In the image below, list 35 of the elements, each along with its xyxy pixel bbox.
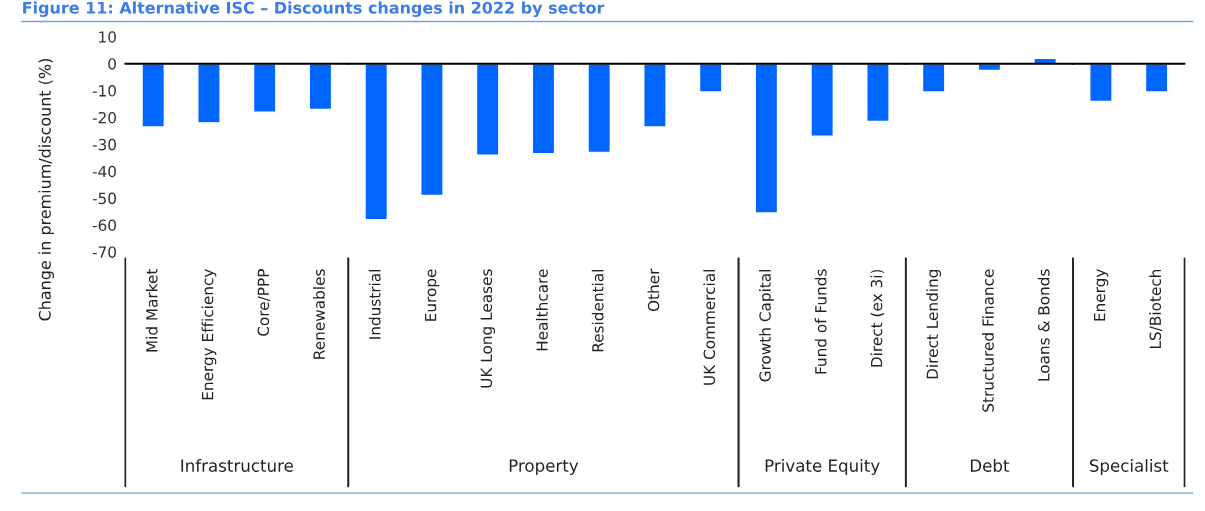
x-tick-label: Core/PPP — [257, 269, 271, 336]
x-tick-label: UK Commercial — [703, 270, 716, 385]
x-tick-label: Europe — [425, 269, 440, 321]
y-tick-label: -40 — [92, 165, 116, 178]
x-tick-label: Direct (ex 3i) — [870, 269, 885, 367]
chart-title: Figure 11: Alternative ISC – Discounts changes in 2022 by sector — [23, 1, 605, 17]
y-tick-label: 10 — [99, 31, 116, 43]
x-axis-title: Private Equity — [765, 458, 880, 476]
x-tick-label: Structured Finance — [982, 269, 994, 412]
x-tick-label: Healthcare — [536, 269, 548, 351]
x-tick-label: LS/Biotech — [1149, 269, 1163, 348]
x-tick-label: Loans & Bonds — [1037, 269, 1050, 381]
x-tick-label: UK Long Leases — [480, 269, 496, 388]
x-tick-label: Mid Market — [145, 268, 158, 352]
y-tick-label: -70 — [92, 246, 116, 258]
y-tick-label: -50 — [92, 192, 116, 205]
x-tick-label: Industrial — [368, 270, 381, 339]
x-tick-label: Fund of Funds — [814, 269, 827, 374]
y-tick-label: -10 — [92, 85, 116, 97]
x-tick-label: Growth Capital — [759, 270, 774, 382]
x-tick-label: Other — [647, 268, 660, 312]
x-tick-label: Residential — [591, 270, 604, 352]
y-tick-label: -60 — [92, 219, 116, 232]
y-axis-title: Change in premium/discount (%) — [38, 59, 54, 321]
x-axis-title: Specialist — [1089, 458, 1169, 476]
x-tick-label: Renewables — [313, 269, 325, 359]
x-tick-label: Energy — [1093, 269, 1109, 321]
x-axis-title: Property — [509, 459, 579, 476]
x-axis-title: Debt — [970, 458, 1010, 472]
x-axis-title: Infrastructure — [181, 458, 293, 472]
y-tick-label: 0 — [108, 58, 116, 70]
y-tick-label: -20 — [92, 111, 116, 124]
x-tick-label: Energy Efficiency — [201, 269, 217, 400]
y-tick-label: -30 — [92, 138, 116, 151]
x-tick-label: Direct Lending — [926, 269, 942, 379]
